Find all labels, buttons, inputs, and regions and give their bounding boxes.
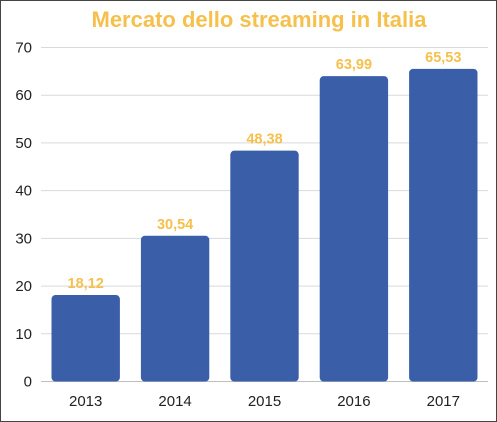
bars [51,68,478,382]
bar-2017 [409,68,478,382]
y-tick-label: 10 [15,326,32,343]
y-tick-label: 50 [15,135,32,152]
x-tick-label-2015: 2015 [248,393,281,410]
y-tick-label: 0 [24,374,32,391]
y-tick-label: 60 [15,87,32,104]
data-label-2014: 30,54 [157,217,193,233]
bar-2016 [319,76,389,382]
y-tick-label: 20 [15,278,32,295]
x-tick-label-2016: 2016 [337,393,370,410]
bar-2014 [140,235,210,382]
x-tick-label-2014: 2014 [158,393,191,410]
bar-2013 [51,295,120,382]
x-tick-label-2017: 2017 [427,393,460,410]
bar-2015 [230,150,299,382]
y-tick-label: 70 [15,40,32,57]
data-labels: 18,12 30,54 48,38 63,99 65,53 [68,50,462,292]
y-axis: 0 10 20 30 40 50 60 70 [15,40,32,391]
y-tick-label: 40 [15,183,32,200]
x-tick-label-2013: 2013 [69,393,102,410]
data-label-2016: 63,99 [336,57,372,73]
y-tick-label: 30 [15,230,32,247]
data-label-2017: 65,53 [425,50,461,66]
data-label-2013: 18,12 [68,276,104,292]
x-axis: 2013 2014 2015 2016 2017 [69,393,460,410]
data-label-2015: 48,38 [246,132,282,148]
chart-title: Mercato dello streaming in Italia [92,7,428,32]
